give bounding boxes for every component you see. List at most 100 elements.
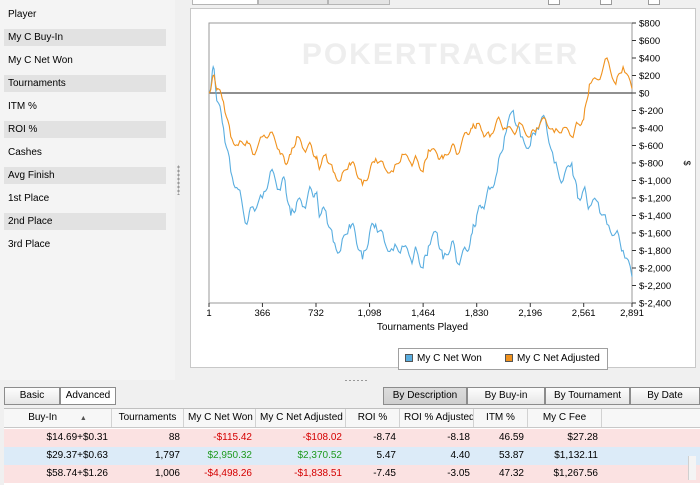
stat-row[interactable]: 2nd Place: [4, 213, 166, 230]
column-header-itm[interactable]: ITM %: [474, 409, 528, 427]
table-cell-net-adjusted: -$108.02: [302, 432, 342, 443]
graph-panel: POKERTRACKER $800 $600 $400 $200 $0 $-200 $-400…: [190, 8, 696, 370]
x-tick-label: 1: [206, 308, 211, 319]
sort-ascending-icon: ▲: [79, 415, 87, 422]
stat-row[interactable]: Cashes: [8, 147, 42, 158]
table-cell-buyin: $29.37+$0.63: [46, 450, 108, 461]
vertical-splitter-handle[interactable]: [177, 165, 180, 195]
toolbar-icon-1[interactable]: [548, 0, 560, 5]
table-cell-roi-adjusted: 4.40: [450, 450, 470, 461]
stat-row[interactable]: Player: [8, 9, 37, 20]
table-cell-roi-adjusted: -3.05: [447, 468, 470, 479]
x-tick-label: 1,098: [358, 308, 382, 319]
table-row[interactable]: $58.74+$1.26 1,006 -$4,498.26 -$1,838.51 -7.…: [4, 465, 700, 483]
y-tick-label: $0: [639, 89, 650, 100]
table-row[interactable]: $29.37+$0.63 1,797 $2,950.32 $2,370.52 5.47 4…: [4, 447, 700, 465]
column-header-net-won[interactable]: My C Net Won: [184, 409, 256, 427]
vertical-scrollbar[interactable]: [688, 456, 696, 480]
y-axis-label: $: [682, 160, 692, 165]
chart-legend: My C Net Won My C Net Adjusted: [398, 348, 608, 370]
y-tick-label: $400: [639, 54, 660, 65]
x-tick-label: 2,891: [620, 308, 644, 319]
horizontal-splitter-handle[interactable]: [344, 379, 368, 382]
y-tick-label: $-600: [639, 141, 663, 152]
x-tick-label: 2,196: [518, 308, 542, 319]
watermark-logo: POKERTRACKER: [302, 38, 579, 71]
y-tick-label: $-1,800: [639, 246, 671, 257]
table-cell-roi-adjusted: -8.18: [447, 432, 470, 443]
toolbar-icon-2[interactable]: [600, 0, 612, 5]
table-cell-net-won: -$4,498.26: [204, 468, 252, 479]
top-tab-2[interactable]: [258, 0, 328, 5]
table-cell-tournaments: 1,006: [154, 468, 180, 479]
x-tick-label: 2,561: [572, 308, 596, 319]
x-tick-label: 366: [254, 308, 270, 319]
y-tick-label: $-2,000: [639, 264, 671, 275]
toolbar-icon-3[interactable]: [648, 0, 660, 5]
table-cell-net-won: $2,950.32: [207, 450, 253, 461]
stat-row[interactable]: ITM %: [8, 101, 37, 112]
column-header-buyin[interactable]: Buy-In ▲: [4, 409, 112, 427]
legend-label-net-adjusted: My C Net Adjusted: [517, 353, 600, 364]
legend-item-net-won: My C Net Won: [405, 353, 482, 365]
table-cell-buyin: $58.74+$1.26: [46, 468, 108, 479]
advanced-button[interactable]: Advanced: [60, 387, 116, 405]
table-header-row: Buy-In ▲ Tournaments My C Net Won My C N…: [4, 409, 700, 428]
table-cell-roi: -7.45: [373, 468, 396, 479]
y-tick-label: $-800: [639, 159, 663, 170]
y-tick-label: $800: [639, 19, 660, 30]
by-description-button[interactable]: By Description: [383, 387, 467, 405]
by-date-button[interactable]: By Date: [630, 387, 700, 405]
basic-button[interactable]: Basic: [4, 387, 60, 405]
by-tournament-button[interactable]: By Tournament: [545, 387, 630, 405]
column-header-tournaments[interactable]: Tournaments: [112, 409, 184, 427]
x-tick-label: 732: [308, 308, 324, 319]
y-tick-label: $-2,200: [639, 281, 671, 292]
y-tick-label: $-1,000: [639, 176, 671, 187]
stat-row[interactable]: My C Buy-In: [4, 29, 166, 46]
stat-row[interactable]: Tournaments: [4, 75, 166, 92]
table-cell-fee: $27.28: [567, 432, 598, 443]
table-row[interactable]: $14.69+$0.31 88 -$115.42 -$108.02 -8.74 -8.18…: [4, 429, 700, 447]
by-buyin-button[interactable]: By Buy-in: [467, 387, 545, 405]
y-tick-label: $-200: [639, 106, 663, 117]
stat-row[interactable]: Avg Finish: [4, 167, 166, 184]
x-axis-label: Tournaments Played: [377, 322, 468, 333]
table-cell-fee: $1,267.56: [553, 468, 599, 479]
x-tick-label: 1,464: [411, 308, 435, 319]
legend-label-net-won: My C Net Won: [417, 353, 482, 364]
stat-column-list: Player My C Buy-In My C Net Won Tournaments…: [0, 0, 175, 380]
line-chart: POKERTRACKER $800 $600 $400 $200 $0 $-200 $-400…: [206, 19, 692, 334]
column-header-roi[interactable]: ROI %: [346, 409, 400, 427]
legend-swatch-orange: [505, 354, 513, 362]
table-cell-roi: -8.74: [373, 432, 396, 443]
stat-row[interactable]: My C Net Won: [8, 55, 73, 66]
x-tick-label: 1,830: [465, 308, 489, 319]
stat-row[interactable]: ROI %: [4, 121, 166, 138]
table-cell-itm: 47.32: [498, 468, 524, 479]
table-cell-tournaments: 88: [168, 432, 180, 443]
series-line-net-won: [208, 64, 633, 277]
y-tick-label: $600: [639, 36, 660, 47]
legend-item-net-adjusted: My C Net Adjusted: [505, 353, 600, 365]
y-tick-label: $-1,200: [639, 194, 671, 205]
table-cell-itm: 46.59: [498, 432, 524, 443]
column-header-roi-adjusted[interactable]: ROI % Adjusted: [400, 409, 474, 427]
table-cell-net-adjusted: $2,370.52: [297, 450, 343, 461]
y-tick-label: $-1,600: [639, 229, 671, 240]
column-header-fee[interactable]: My C Fee: [528, 409, 602, 427]
table-cell-net-won: -$115.42: [213, 432, 252, 443]
table-cell-fee: $1,132.11: [554, 450, 598, 461]
top-tab-1[interactable]: [192, 0, 258, 5]
table-cell-roi: 5.47: [376, 450, 396, 461]
series-line-net-adjusted: [208, 57, 633, 187]
table-cell-net-adjusted: -$1,838.51: [294, 468, 342, 479]
legend-swatch-blue: [405, 354, 413, 362]
stat-row[interactable]: 1st Place: [8, 193, 50, 204]
column-header-net-adjusted[interactable]: My C Net Adjusted: [256, 409, 346, 427]
top-tab-3[interactable]: [328, 0, 390, 5]
results-table: Buy-In ▲ Tournaments My C Net Won My C N…: [4, 408, 700, 485]
stat-row[interactable]: 3rd Place: [8, 239, 51, 250]
y-tick-label: $200: [639, 71, 660, 82]
